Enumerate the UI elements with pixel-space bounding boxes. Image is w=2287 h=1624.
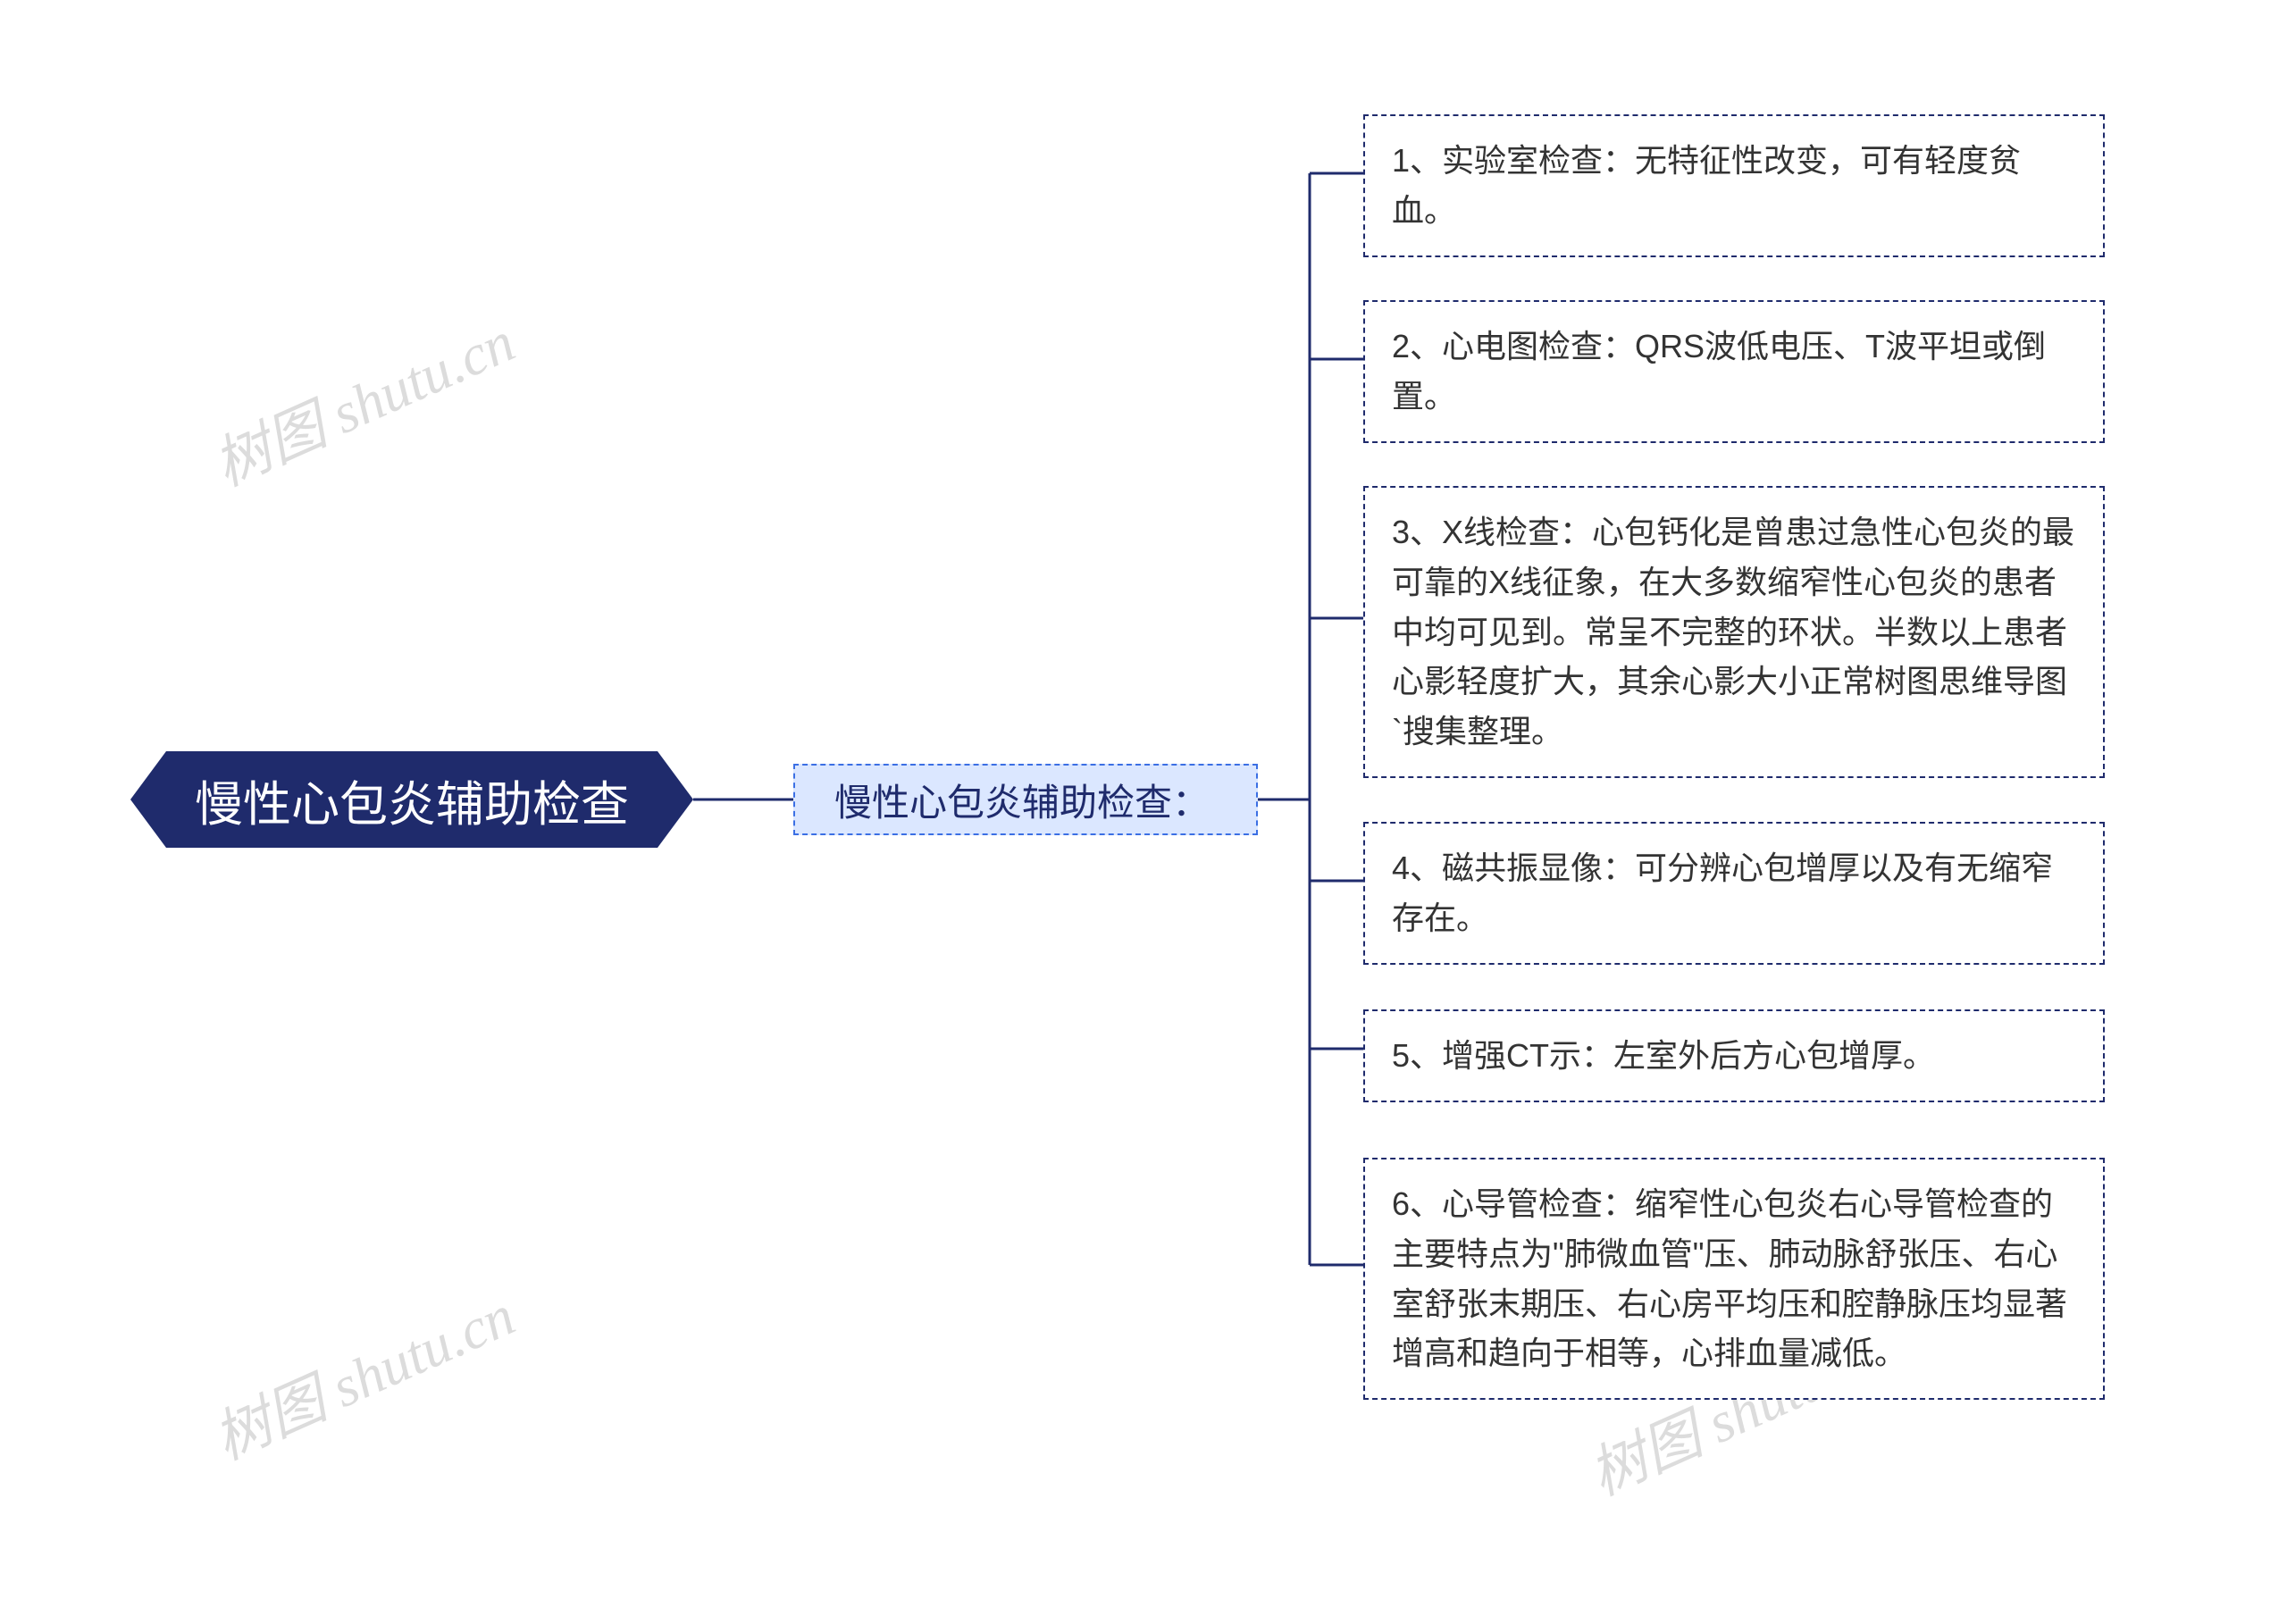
root-label: 慢性心包炎辅助检查 xyxy=(195,765,629,835)
leaf-text: 3、X线检查：心包钙化是曾患过急性心包炎的最可靠的X线征象，在大多数缩窄性心包炎… xyxy=(1392,514,2074,749)
leaf-text: 2、心电图检查：QRS波低电压、T波平坦或倒置。 xyxy=(1392,328,2046,414)
leaf-text: 6、心导管检查：缩窄性心包炎右心导管检查的主要特点为"肺微血管"压、肺动脉舒张压… xyxy=(1392,1185,2067,1371)
leaf-text: 4、磁共振显像：可分辨心包增厚以及有无缩窄存在。 xyxy=(1392,850,2053,936)
leaf-node[interactable]: 1、实验室检查：无特征性改变，可有轻度贫血。 xyxy=(1363,114,2105,257)
leaf-text: 5、增强CT示：左室外后方心包增厚。 xyxy=(1392,1037,1935,1074)
watermark: 树图 shutu.cn xyxy=(199,297,525,502)
watermark: 树图 shutu.cn xyxy=(199,1270,525,1476)
mindmap-canvas: 树图 shutu.cn 树图 shutu.cn 树图 shutu.cn 树图 s… xyxy=(0,0,2287,1624)
leaf-node[interactable]: 6、心导管检查：缩窄性心包炎右心导管检查的主要特点为"肺微血管"压、肺动脉舒张压… xyxy=(1363,1158,2105,1400)
leaf-text: 1、实验室检查：无特征性改变，可有轻度贫血。 xyxy=(1392,142,2021,229)
branch-node[interactable]: 慢性心包炎辅助检查： xyxy=(793,764,1258,835)
leaf-node[interactable]: 2、心电图检查：QRS波低电压、T波平坦或倒置。 xyxy=(1363,300,2105,443)
leaf-node[interactable]: 5、增强CT示：左室外后方心包增厚。 xyxy=(1363,1009,2105,1102)
leaf-node[interactable]: 4、磁共振显像：可分辨心包增厚以及有无缩窄存在。 xyxy=(1363,822,2105,965)
root-node[interactable]: 慢性心包炎辅助检查 xyxy=(130,751,693,848)
leaf-node[interactable]: 3、X线检查：心包钙化是曾患过急性心包炎的最可靠的X线征象，在大多数缩窄性心包炎… xyxy=(1363,486,2105,778)
branch-label: 慢性心包炎辅助检查： xyxy=(834,773,1210,827)
